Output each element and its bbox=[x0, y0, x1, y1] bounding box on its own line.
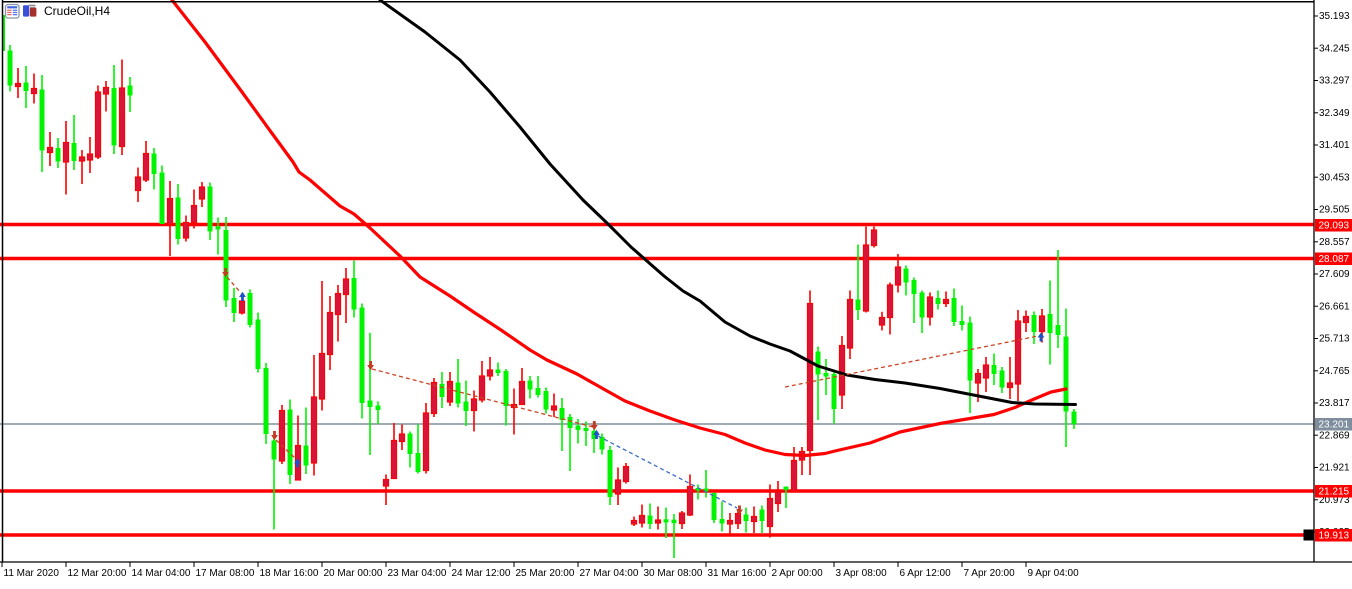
svg-text:29.093: 29.093 bbox=[1319, 220, 1350, 231]
svg-text:21.921: 21.921 bbox=[1319, 463, 1350, 474]
svg-text:28.087: 28.087 bbox=[1319, 254, 1350, 265]
svg-text:9 Apr 04:00: 9 Apr 04:00 bbox=[1028, 568, 1080, 579]
svg-text:27.609: 27.609 bbox=[1319, 269, 1350, 280]
svg-text:30 Mar 08:00: 30 Mar 08:00 bbox=[644, 568, 703, 579]
svg-text:21.215: 21.215 bbox=[1319, 486, 1350, 497]
svg-text:23.817: 23.817 bbox=[1319, 398, 1350, 409]
svg-text:34.245: 34.245 bbox=[1319, 44, 1350, 55]
svg-text:24.765: 24.765 bbox=[1319, 366, 1350, 377]
svg-text:20 Mar 00:00: 20 Mar 00:00 bbox=[324, 568, 383, 579]
svg-text:26.661: 26.661 bbox=[1319, 301, 1350, 312]
svg-text:27 Mar 04:00: 27 Mar 04:00 bbox=[580, 568, 639, 579]
svg-text:3 Apr 08:00: 3 Apr 08:00 bbox=[836, 568, 888, 579]
svg-text:31 Mar 16:00: 31 Mar 16:00 bbox=[708, 568, 767, 579]
svg-text:20.973: 20.973 bbox=[1319, 495, 1350, 506]
svg-text:7 Apr 20:00: 7 Apr 20:00 bbox=[964, 568, 1016, 579]
svg-text:12 Mar 20:00: 12 Mar 20:00 bbox=[68, 568, 127, 579]
svg-text:23 Mar 04:00: 23 Mar 04:00 bbox=[388, 568, 447, 579]
svg-text:23.201: 23.201 bbox=[1319, 419, 1350, 430]
svg-text:22.869: 22.869 bbox=[1319, 430, 1350, 441]
svg-text:30.453: 30.453 bbox=[1319, 172, 1350, 183]
svg-text:35.193: 35.193 bbox=[1319, 11, 1350, 22]
svg-text:24 Mar 12:00: 24 Mar 12:00 bbox=[452, 568, 511, 579]
svg-text:33.297: 33.297 bbox=[1319, 76, 1350, 87]
svg-text:11 Mar 2020: 11 Mar 2020 bbox=[4, 568, 60, 579]
svg-text:29.505: 29.505 bbox=[1319, 205, 1350, 216]
svg-text:14 Mar 04:00: 14 Mar 04:00 bbox=[132, 568, 191, 579]
svg-text:32.349: 32.349 bbox=[1319, 108, 1350, 119]
svg-text:19.913: 19.913 bbox=[1319, 530, 1350, 541]
svg-text:25 Mar 20:00: 25 Mar 20:00 bbox=[516, 568, 575, 579]
svg-text:18 Mar 16:00: 18 Mar 16:00 bbox=[260, 568, 319, 579]
svg-text:31.401: 31.401 bbox=[1319, 140, 1350, 151]
svg-text:25.713: 25.713 bbox=[1319, 334, 1350, 345]
svg-text:2 Apr 00:00: 2 Apr 00:00 bbox=[772, 568, 824, 579]
svg-text:CrudeOil,H4: CrudeOil,H4 bbox=[44, 4, 110, 18]
svg-text:17 Mar 08:00: 17 Mar 08:00 bbox=[196, 568, 255, 579]
svg-text:28.557: 28.557 bbox=[1319, 237, 1350, 248]
svg-text:6 Apr 12:00: 6 Apr 12:00 bbox=[900, 568, 952, 579]
